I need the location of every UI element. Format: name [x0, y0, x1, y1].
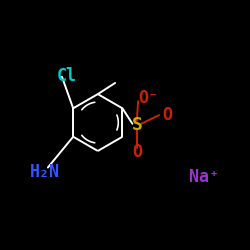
Text: O: O — [132, 143, 142, 161]
Text: Na⁺: Na⁺ — [189, 168, 219, 186]
Text: Cl: Cl — [57, 66, 77, 84]
Text: S: S — [132, 116, 142, 134]
Text: O: O — [162, 106, 172, 124]
Text: O⁻: O⁻ — [138, 89, 158, 107]
Text: H₂N: H₂N — [30, 163, 60, 181]
